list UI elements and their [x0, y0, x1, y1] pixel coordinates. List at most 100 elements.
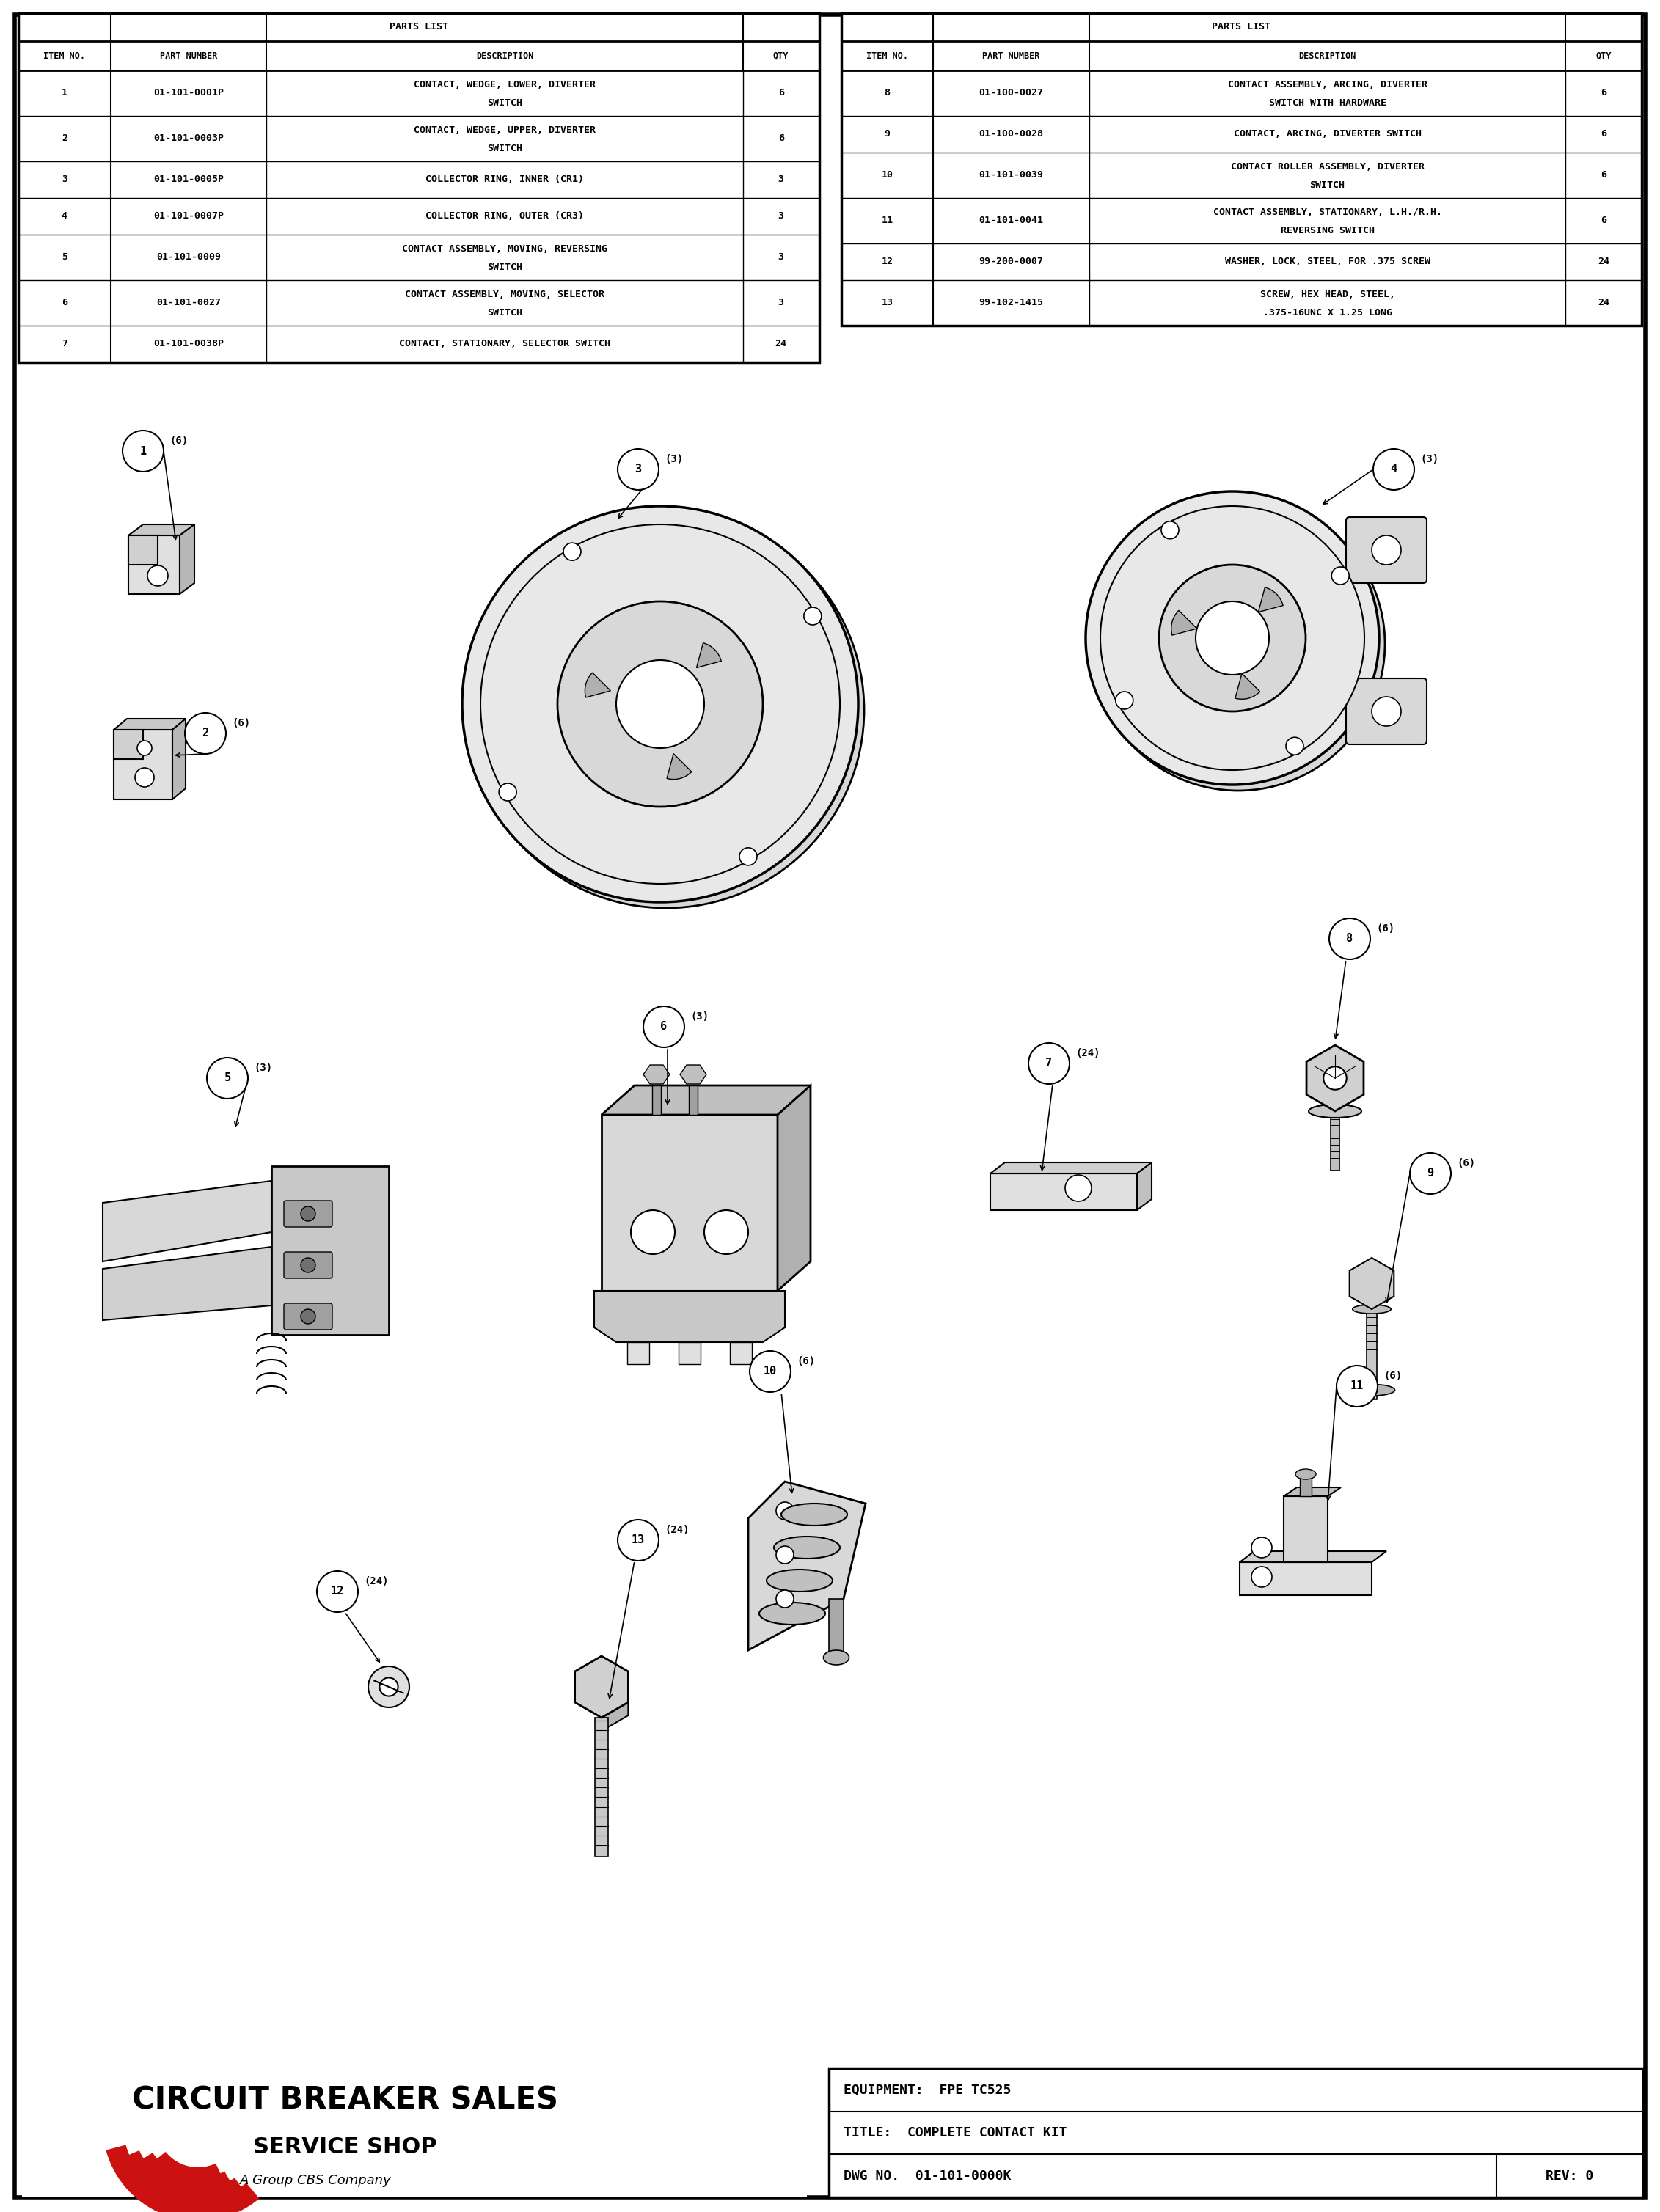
Text: COLLECTOR RING, OUTER (CR3): COLLECTOR RING, OUTER (CR3): [425, 212, 584, 221]
Circle shape: [1195, 602, 1268, 675]
Text: 11: 11: [881, 217, 893, 226]
Wedge shape: [1235, 672, 1260, 699]
Bar: [1300, 1473, 1311, 1495]
Circle shape: [369, 1666, 410, 1708]
Circle shape: [644, 1006, 684, 1046]
Text: SWITCH: SWITCH: [486, 97, 523, 108]
Ellipse shape: [759, 1601, 825, 1624]
Text: (3): (3): [1421, 453, 1439, 465]
Ellipse shape: [1348, 1385, 1394, 1396]
Circle shape: [1336, 1365, 1378, 1407]
Circle shape: [317, 1571, 359, 1613]
Text: PARTS LIST: PARTS LIST: [1212, 22, 1270, 31]
Circle shape: [1159, 564, 1306, 712]
Text: QTY: QTY: [1595, 51, 1612, 60]
Circle shape: [1086, 491, 1379, 785]
Polygon shape: [1137, 1164, 1152, 1210]
Wedge shape: [1258, 588, 1283, 613]
Text: 01-101-0038P: 01-101-0038P: [153, 338, 224, 349]
Bar: [1283, 1495, 1328, 1562]
Bar: [652, 1086, 661, 1115]
Bar: [1366, 1310, 1376, 1398]
Circle shape: [618, 1520, 659, 1562]
Text: 99-102-1415: 99-102-1415: [979, 299, 1044, 307]
Text: SWITCH: SWITCH: [1310, 181, 1345, 190]
Text: REV: 0: REV: 0: [1545, 2170, 1594, 2183]
Bar: [828, 1599, 843, 1657]
Wedge shape: [667, 754, 692, 779]
Text: 13: 13: [631, 1535, 644, 1546]
Polygon shape: [1283, 1486, 1341, 1495]
FancyBboxPatch shape: [1346, 518, 1426, 584]
Polygon shape: [103, 1248, 271, 1321]
Text: 12: 12: [881, 257, 893, 268]
Text: (6): (6): [1376, 922, 1394, 933]
Text: (6): (6): [1457, 1159, 1476, 1168]
Text: EQUIPMENT:  FPE TC525: EQUIPMENT: FPE TC525: [843, 2084, 1011, 2097]
Ellipse shape: [1295, 1469, 1316, 1480]
Text: COLLECTOR RING, INNER (CR1): COLLECTOR RING, INNER (CR1): [425, 175, 584, 184]
Text: DWG NO.  01-101-0000K: DWG NO. 01-101-0000K: [843, 2170, 1011, 2183]
Text: ITEM NO.: ITEM NO.: [867, 51, 908, 60]
Ellipse shape: [823, 1650, 848, 1666]
FancyBboxPatch shape: [284, 1201, 332, 1228]
Text: CONTACT ASSEMBLY, STATIONARY, L.H./R.H.: CONTACT ASSEMBLY, STATIONARY, L.H./R.H.: [1213, 208, 1443, 217]
FancyBboxPatch shape: [284, 1303, 332, 1329]
Circle shape: [616, 659, 704, 748]
Circle shape: [123, 431, 164, 471]
Text: 13: 13: [881, 299, 893, 307]
Text: 6: 6: [1600, 88, 1607, 97]
Text: DESCRIPTION: DESCRIPTION: [476, 51, 533, 60]
Circle shape: [777, 1590, 793, 1608]
Polygon shape: [128, 535, 158, 564]
Polygon shape: [601, 1703, 627, 1730]
Circle shape: [480, 524, 840, 885]
Circle shape: [558, 602, 764, 807]
Circle shape: [803, 608, 822, 624]
Bar: [627, 1343, 649, 1365]
Circle shape: [148, 566, 168, 586]
Text: 10: 10: [764, 1367, 777, 1378]
Circle shape: [1116, 692, 1134, 710]
Text: 01-100-0028: 01-100-0028: [979, 131, 1044, 139]
Circle shape: [1066, 1175, 1092, 1201]
Wedge shape: [121, 2150, 246, 2210]
Circle shape: [461, 507, 858, 902]
Circle shape: [1373, 449, 1414, 489]
Polygon shape: [777, 1086, 810, 1292]
Bar: [679, 1343, 701, 1365]
Circle shape: [1029, 1042, 1069, 1084]
Text: DESCRIPTION: DESCRIPTION: [1298, 51, 1356, 60]
Text: 99-200-0007: 99-200-0007: [979, 257, 1044, 268]
Polygon shape: [1240, 1551, 1386, 1562]
Text: A Group CBS Company: A Group CBS Company: [239, 2174, 392, 2188]
Polygon shape: [128, 535, 179, 595]
Circle shape: [750, 1352, 790, 1391]
Circle shape: [300, 1206, 315, 1221]
Text: CONTACT, WEDGE, LOWER, DIVERTER: CONTACT, WEDGE, LOWER, DIVERTER: [413, 80, 596, 91]
Circle shape: [1252, 1566, 1272, 1588]
Circle shape: [1162, 522, 1179, 540]
Bar: [271, 1166, 388, 1334]
Text: 24: 24: [1599, 299, 1610, 307]
Text: CONTACT, STATIONARY, SELECTOR SWITCH: CONTACT, STATIONARY, SELECTOR SWITCH: [398, 338, 611, 349]
Text: SERVICE SHOP: SERVICE SHOP: [252, 2137, 437, 2159]
Text: SWITCH: SWITCH: [486, 263, 523, 272]
Text: PARTS LIST: PARTS LIST: [390, 22, 448, 31]
Circle shape: [138, 741, 151, 757]
Bar: [842, 13, 1642, 325]
Text: 6: 6: [61, 299, 68, 307]
FancyBboxPatch shape: [1346, 679, 1426, 745]
Text: CIRCUIT BREAKER SALES: CIRCUIT BREAKER SALES: [131, 2084, 558, 2115]
Wedge shape: [697, 644, 722, 668]
Text: 01-101-0003P: 01-101-0003P: [153, 135, 224, 144]
Text: PART NUMBER: PART NUMBER: [983, 51, 1039, 60]
Text: 6: 6: [1600, 217, 1607, 226]
Polygon shape: [601, 1086, 810, 1115]
Wedge shape: [1172, 611, 1197, 635]
Bar: [1331, 1110, 1340, 1170]
Text: (6): (6): [232, 719, 251, 728]
Text: 3: 3: [634, 465, 641, 476]
Text: (3): (3): [664, 453, 682, 465]
Text: 5: 5: [61, 252, 68, 263]
